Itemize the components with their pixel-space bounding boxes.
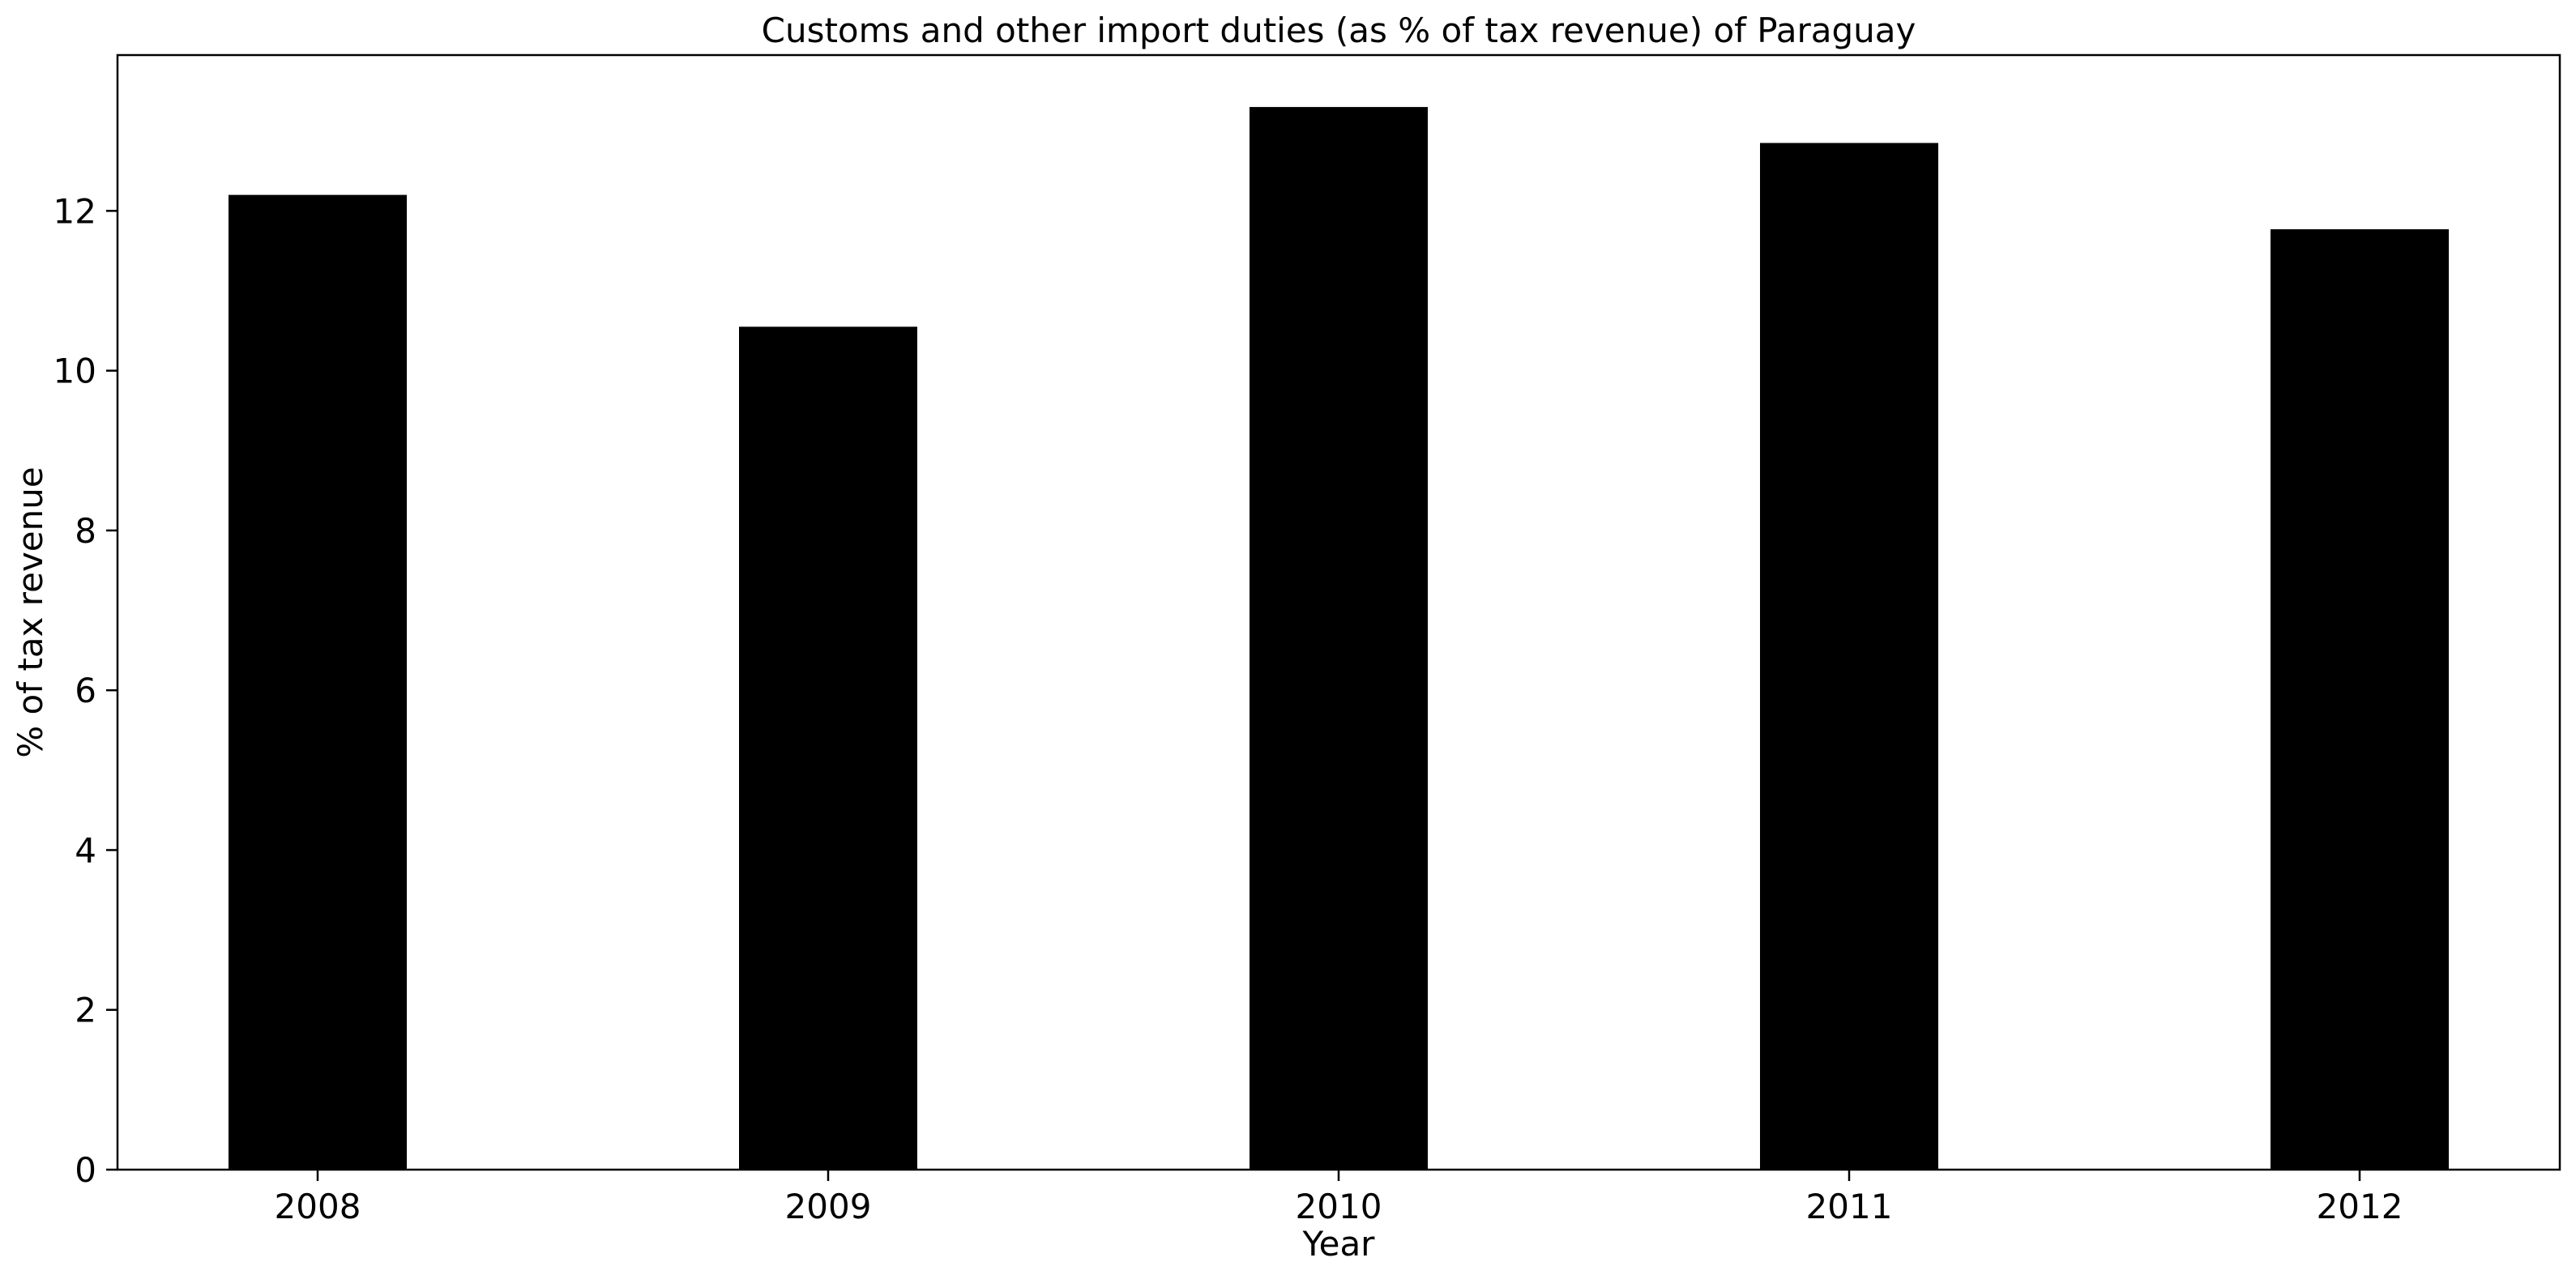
bar-2010 [1250, 107, 1428, 1170]
y-axis-label: % of tax revenue [11, 467, 50, 757]
x-tick-label: 2008 [275, 1187, 361, 1226]
plot-frame [116, 53, 2561, 1171]
y-tick-label: 12 [53, 191, 96, 231]
chart-title: Customs and other import duties (as % of… [762, 11, 1916, 50]
x-tick-label: 2011 [1806, 1187, 1893, 1226]
bar-2008 [229, 194, 407, 1170]
y-tick-label: 8 [75, 511, 96, 551]
bars-group [229, 107, 2449, 1170]
y-tick-label: 4 [75, 830, 96, 870]
y-axis: 0 2 4 6 8 10 12 [53, 191, 117, 1190]
y-tick-label: 10 [53, 352, 96, 391]
bar-2009 [739, 326, 917, 1170]
x-axis-label: Year [1302, 1224, 1376, 1264]
y-tick-label: 0 [75, 1150, 96, 1190]
y-tick-label: 6 [75, 671, 96, 710]
bar-2012 [2271, 229, 2449, 1170]
x-tick-label: 2012 [2317, 1187, 2403, 1226]
x-tick-label: 2010 [1296, 1187, 1382, 1226]
y-tick-label: 2 [75, 991, 96, 1030]
x-tick-label: 2009 [785, 1187, 872, 1226]
x-axis: 2008 2009 2010 2011 2012 [275, 1170, 2403, 1226]
bar-2011 [1760, 143, 1938, 1170]
